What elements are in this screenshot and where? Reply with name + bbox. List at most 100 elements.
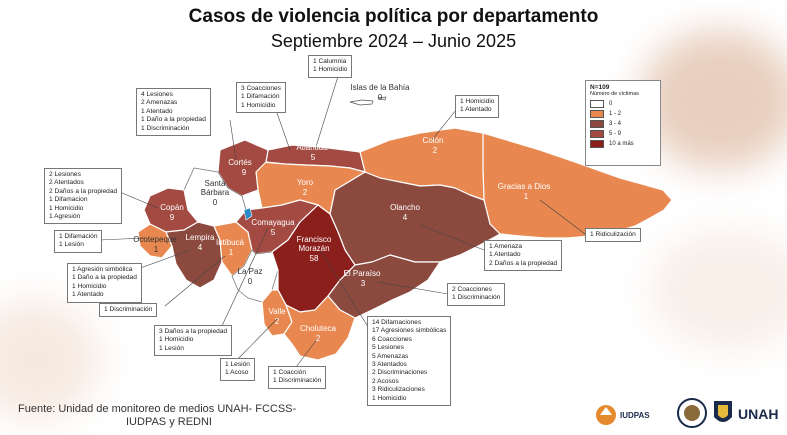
legend-swatch [590,110,604,118]
legend-subtitle: Número de víctimas [590,91,639,97]
callout-choluteca: 1 Coacción 1 Discriminación [268,366,327,389]
legend-swatch [590,100,604,108]
label-choluteca: Choluteca [300,324,337,333]
legend-label: 10 a más [609,141,634,147]
callout-line: 2 Coacciones [452,286,492,293]
count-intibuca: 1 [229,248,234,257]
count-choluteca: 2 [316,334,321,343]
legend-label: 1 - 2 [609,111,622,117]
shield-logo [714,401,732,422]
callout-morazan: 14 Difamaciones 17 Agresiones simbólicas 6… [367,316,452,407]
label-comayagua: Comayagua [251,218,295,227]
callout-line: 4 Lesiones [141,91,173,98]
map-legend: N=109 Número de víctimas 0 1 - 2 3 - 4 5 - … [585,80,661,166]
count-la-paz: 0 [248,277,253,286]
callout-ocotepeque: 1 Difamación 1 Lesión [54,230,103,253]
callout-line: 2 Atentados [49,179,84,187]
callout-line: 2 Daños a la propiedad [489,259,558,267]
callout-cortes: 4 Lesiones 2 Amenazas 1 Atentado 1 Daño a l… [136,88,211,137]
callout-line: 1 Discriminación [452,294,501,302]
callout-line: 1 Ridiculización [590,231,636,238]
callout-line: 2 Discriminaciones [372,369,428,377]
label-gracias: Gracias a Dios [498,182,550,191]
count-morazan: 58 [310,254,319,263]
callout-line: 5 Lesiones [372,344,404,352]
callout-line: 1 Lesión [225,361,250,368]
callout-olancho: 1 Amenaza 1 Atentado 2 Daños a la propieda… [484,240,563,272]
source-line-1: Fuente: Unidad de monitoreo de medios UN… [18,403,297,415]
callout-line: 3 Daños a la propiedad [159,328,228,335]
callout-islas: 1 Calumnia 1 Homicidio [308,55,353,78]
callout-line: 6 Coacciones [372,335,412,343]
callout-line: 1 Calumnia [313,58,347,65]
label-morazan-2: Morazán [298,244,329,253]
background-shape [0,300,100,420]
legend-item: 1 - 2 [590,109,656,119]
label-cortes: Cortés [228,158,252,167]
callout-line: 1 Homicidio [460,98,495,105]
count-cortes: 9 [242,168,247,177]
label-santa-barbara-2: Bárbara [201,188,230,197]
legend-item: 0 [590,99,656,109]
count-valle: 2 [275,317,280,326]
callout-line: 1 Agresión simbólica [72,266,133,273]
count-olancho: 4 [403,213,408,222]
callout-line: 1 Difamacion [49,196,88,204]
label-atlantida: Atlántida [296,143,328,152]
logos: IUDPAS UNAH [596,398,778,428]
legend-label: 3 - 4 [609,121,622,127]
page-title: Casos de violencia política por departam… [188,6,599,27]
callout-line: 1 Daño a la propiedad [72,274,137,282]
source-line-2: IUDPAS y REDNI [126,416,212,428]
legend-item: 10 a más [590,139,656,149]
background-shape [650,230,787,350]
callout-line: 1 Atentado [489,251,521,259]
label-yoro: Yoro [297,178,314,187]
callout-line: 2 Acosos [372,377,399,385]
label-la-paz: La Paz [238,267,263,276]
legend-swatch [590,120,604,128]
callout-line: 1 Discriminación [104,306,153,313]
dept-lempira[interactable] [165,221,223,289]
legend-item: 3 - 4 [590,119,656,129]
background-shape [640,30,787,170]
count-gracias: 1 [524,192,529,201]
callout-line: 1 Agresión [49,213,81,221]
callout-colon: 1 Homicidio 1 Atentado [455,95,500,118]
dept-islas-de-la-bahia[interactable] [349,96,387,106]
count-santa-barbara: 0 [213,198,218,207]
iudpas-logo: IUDPAS [596,405,650,425]
label-lempira: Lempira [186,233,215,242]
callout-comayagua: 3 Daños a la propiedad 1 Homicidio 1 Lesió… [154,325,233,357]
label-olancho: Olancho [390,203,420,212]
callout-line: 3 Ridiculizaciones [372,386,425,394]
count-el-paraiso: 3 [361,279,366,288]
callout-line: 1 Lesión [59,241,84,249]
count-lempira: 4 [198,243,203,252]
callout-line: 1 Homicidio [241,101,276,109]
source-note: Fuente: Unidad de monitoreo de medios UN… [18,403,296,429]
dept-ocotepeque[interactable] [137,223,173,259]
legend-label: 0 [609,101,613,107]
count-copan: 9 [170,213,175,222]
callout-gracias: 1 Ridiculización [585,228,641,243]
callout-lempira: 1 Agresión simbólica 1 Daño a la propieda… [67,263,142,303]
callout-line: 1 Homicidio [372,394,407,402]
lake-yojoa [243,207,253,221]
label-copan: Copán [160,203,184,212]
callout-atlantida: 3 Coacciones 1 Difamación 1 Homicidio [236,82,286,114]
callout-line: 1 Coacción [273,369,306,376]
callout-line: 1 Amenaza [489,243,522,250]
callout-line: 3 Coacciones [241,85,281,92]
callout-line: 14 Difamaciones [372,319,422,326]
callout-line: 3 Atentados [372,361,407,369]
svg-text:IUDPAS: IUDPAS [620,411,650,420]
callout-line: 1 Homicidio [72,282,107,290]
label-valle: Valle [268,307,286,316]
legend-total: N=109 [590,84,610,91]
svg-text:UNAH: UNAH [738,406,778,422]
legend-item: 5 - 9 [590,129,656,139]
legend-items: 0 1 - 2 3 - 4 5 - 9 10 a más [590,99,656,149]
dept-choluteca[interactable] [283,295,356,361]
